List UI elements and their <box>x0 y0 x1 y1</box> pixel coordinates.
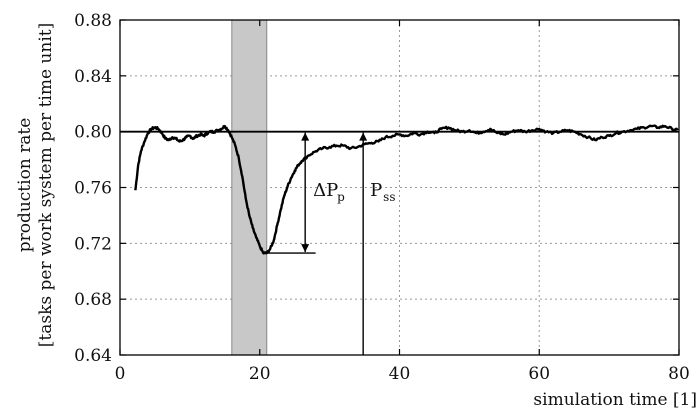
y-tick-label-0: 0.64 <box>74 346 112 366</box>
y-axis-title-line2: [tasks per work system per time unit] <box>36 23 56 347</box>
delta-pp-arrow-head-top <box>301 132 310 141</box>
y-tick-label-3: 0.76 <box>74 179 112 199</box>
x-axis-title: simulation time [1] <box>533 390 697 408</box>
y-tick-label-6: 0.88 <box>74 11 112 31</box>
y-tick-label-1: 0.68 <box>74 290 112 310</box>
y-tick-label-2: 0.72 <box>74 234 112 254</box>
production-rate-series-line <box>134 124 679 255</box>
p-ss-label-sub: ss <box>383 190 395 204</box>
delta-pp-label-sub: p <box>337 190 345 204</box>
y-tick-label-5: 0.84 <box>74 67 112 87</box>
x-tick-label-1: 20 <box>249 364 271 384</box>
x-tick-label-2: 40 <box>389 364 411 384</box>
delta-pp-label: ΔP <box>313 180 338 201</box>
p-ss-label: P <box>370 180 382 201</box>
x-tick-label-4: 80 <box>668 364 690 384</box>
x-tick-label-0: 0 <box>115 364 126 384</box>
x-axis-ticks: 0 20 40 60 80 <box>115 20 690 384</box>
y-tick-label-4: 0.80 <box>74 123 112 143</box>
delta-pp-arrow-head-bottom <box>301 244 310 253</box>
grid <box>120 20 679 355</box>
x-tick-label-3: 60 <box>528 364 550 384</box>
y-axis-title-line1: production rate <box>15 118 35 253</box>
y-axis-ticks: 0.64 0.68 0.72 0.76 0.80 0.84 0.88 <box>74 11 679 366</box>
p-ss-arrow-head <box>359 132 368 141</box>
shaded-disturbance-band <box>231 19 268 356</box>
